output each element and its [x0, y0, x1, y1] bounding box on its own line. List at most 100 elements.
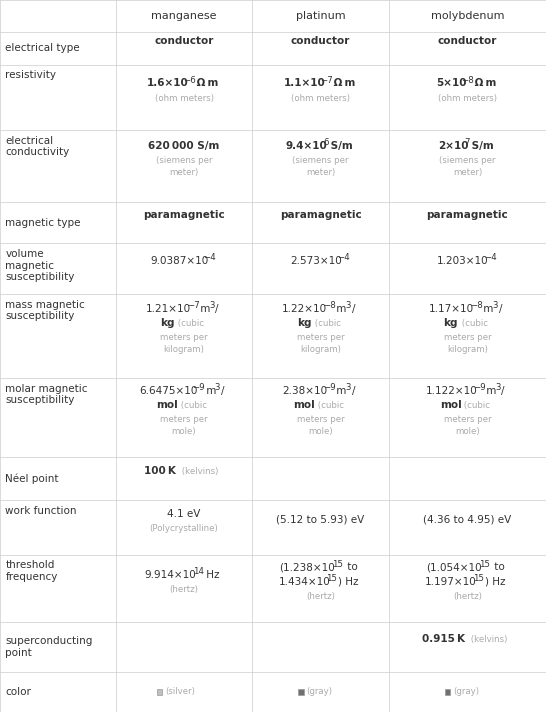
Text: molybdenum: molybdenum [431, 11, 504, 21]
Text: kilogram): kilogram) [164, 345, 204, 354]
Text: meters per: meters per [296, 415, 345, 424]
Text: 15: 15 [473, 574, 484, 582]
Text: −8: −8 [470, 301, 483, 310]
Text: kg: kg [443, 318, 458, 328]
Text: color: color [5, 687, 31, 697]
Text: 3: 3 [346, 301, 351, 310]
Text: /: / [221, 386, 224, 396]
Text: electrical
conductivity: electrical conductivity [5, 135, 70, 157]
Text: electrical type: electrical type [5, 43, 80, 53]
Text: (ohm meters): (ohm meters) [438, 93, 497, 103]
Text: meter): meter) [453, 168, 482, 177]
Text: m: m [203, 386, 216, 396]
Text: (cubic: (cubic [178, 401, 207, 410]
Text: m: m [197, 304, 210, 314]
Text: 2×10: 2×10 [438, 141, 469, 151]
Text: Ω m: Ω m [471, 78, 496, 88]
Bar [157, 689, 162, 695]
Text: (1.238×10: (1.238×10 [280, 562, 335, 572]
Text: 3: 3 [209, 301, 215, 310]
Text: mol: mol [293, 400, 315, 410]
Text: (siemens per: (siemens per [292, 157, 349, 165]
Text: (4.36 to 4.95) eV: (4.36 to 4.95) eV [423, 514, 512, 524]
Text: 9.4×10: 9.4×10 [286, 141, 328, 151]
Text: paramagnetic: paramagnetic [143, 209, 225, 219]
Text: 9.0387×10: 9.0387×10 [150, 256, 209, 266]
Text: molar magnetic
susceptibility: molar magnetic susceptibility [5, 384, 88, 405]
Text: mole): mole) [171, 426, 197, 436]
Text: Ω m: Ω m [330, 78, 355, 88]
Text: meter): meter) [169, 168, 199, 177]
Text: ) Hz: ) Hz [485, 577, 505, 587]
Text: 5×10: 5×10 [436, 78, 466, 88]
Text: (siemens per: (siemens per [439, 157, 496, 165]
Text: kg: kg [296, 318, 311, 328]
Text: meters per: meters per [443, 333, 491, 342]
Text: 2.573×10: 2.573×10 [290, 256, 342, 266]
Text: 3: 3 [215, 383, 220, 392]
Text: 1.17×10: 1.17×10 [429, 304, 474, 314]
Text: 1.434×10: 1.434×10 [278, 577, 330, 587]
Text: −7: −7 [187, 301, 199, 310]
Text: /: / [352, 304, 355, 314]
Text: 7: 7 [465, 138, 470, 147]
Text: Néel point: Néel point [5, 473, 59, 483]
Text: mole): mole) [455, 426, 480, 436]
Text: −9: −9 [473, 383, 485, 392]
Text: 100 K: 100 K [144, 466, 176, 476]
Text: 620 000 S/m: 620 000 S/m [149, 141, 219, 151]
Text: (gray): (gray) [453, 687, 479, 696]
Text: meters per: meters per [160, 415, 208, 424]
Text: 15: 15 [479, 560, 490, 568]
Text: m: m [334, 304, 347, 314]
Text: (cubic: (cubic [314, 401, 343, 410]
Text: resistivity: resistivity [5, 70, 56, 80]
Text: (cubic: (cubic [312, 320, 341, 328]
Text: −8: −8 [323, 301, 336, 310]
Text: 14: 14 [193, 567, 204, 575]
Bar [298, 689, 304, 695]
Text: meters per: meters per [296, 333, 345, 342]
Text: m: m [483, 386, 496, 396]
Text: (silver): (silver) [165, 687, 195, 696]
Text: 1.22×10: 1.22×10 [282, 304, 328, 314]
Text: conductor: conductor [155, 36, 213, 46]
Text: meter): meter) [306, 168, 335, 177]
Text: (cubic: (cubic [461, 401, 490, 410]
Text: 1.122×10: 1.122×10 [426, 386, 478, 396]
Text: 0.915 K: 0.915 K [422, 634, 465, 644]
Text: (hertz): (hertz) [170, 585, 198, 594]
Text: conductor: conductor [438, 36, 497, 46]
Text: 1.197×10: 1.197×10 [425, 577, 477, 587]
Text: (gray): (gray) [306, 687, 333, 696]
Text: −9: −9 [323, 383, 336, 392]
Text: −4: −4 [484, 253, 497, 261]
Text: paramagnetic: paramagnetic [280, 209, 361, 219]
Text: m: m [334, 386, 347, 396]
Text: ) Hz: ) Hz [338, 577, 358, 587]
Text: /: / [215, 304, 218, 314]
Text: (Polycrystalline): (Polycrystalline) [150, 523, 218, 533]
Text: S/m: S/m [327, 141, 353, 151]
Text: magnetic type: magnetic type [5, 217, 81, 228]
Text: (siemens per: (siemens per [156, 157, 212, 165]
Text: 3: 3 [346, 383, 351, 392]
Text: (hertz): (hertz) [453, 592, 482, 601]
Text: −9: −9 [193, 383, 205, 392]
Text: 1.6×10: 1.6×10 [147, 78, 189, 88]
Text: to: to [344, 562, 358, 572]
Text: 1.203×10: 1.203×10 [437, 256, 489, 266]
Text: 4.1 eV: 4.1 eV [167, 508, 201, 518]
Text: threshold
frequency: threshold frequency [5, 560, 58, 582]
Text: 9.914×10: 9.914×10 [145, 570, 197, 580]
Text: −7: −7 [320, 75, 333, 85]
Text: (cubic: (cubic [459, 320, 488, 328]
Text: (kelvins): (kelvins) [468, 635, 507, 644]
Text: −8: −8 [461, 75, 474, 85]
Text: superconducting
point: superconducting point [5, 636, 93, 658]
Text: manganese: manganese [151, 11, 217, 21]
Text: kilogram): kilogram) [447, 345, 488, 354]
Text: platinum: platinum [296, 11, 345, 21]
Text: kg: kg [160, 318, 175, 328]
Text: work function: work function [5, 506, 77, 515]
